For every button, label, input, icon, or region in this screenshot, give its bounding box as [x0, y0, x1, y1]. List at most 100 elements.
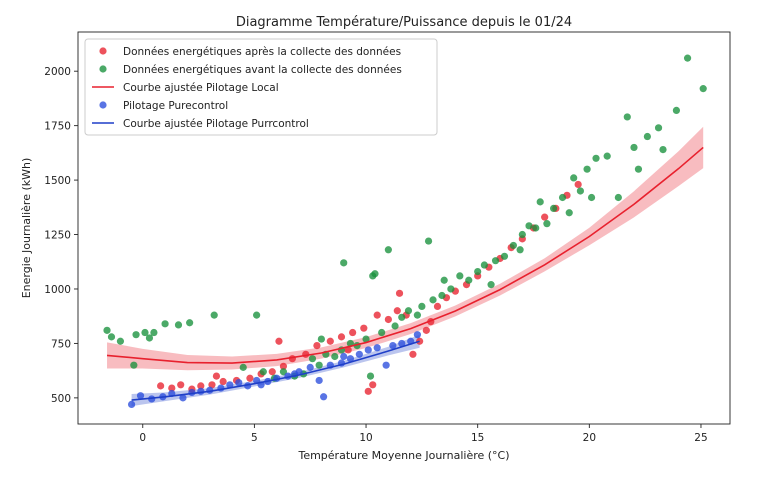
scatter-point [391, 322, 399, 330]
scatter-point [103, 326, 111, 334]
scatter-point [516, 246, 524, 254]
fit-line [106, 146, 704, 364]
scatter-point [340, 259, 348, 267]
scatter-point [157, 382, 165, 390]
scatter-point [491, 257, 500, 265]
y-axis-ticks: 500 750 1000 1250 1500 1750 2000 [44, 66, 78, 405]
scatter-point [308, 355, 317, 363]
scatter-point [317, 335, 325, 343]
plot-frame [77, 31, 731, 425]
scatter-point [313, 342, 321, 350]
scatter-point [440, 276, 448, 284]
scatter-point [630, 143, 638, 152]
scatter-point [161, 320, 169, 328]
scatter-point [550, 204, 558, 212]
scatter-point [456, 272, 464, 280]
legend: Données energétiques après la collecte d… [84, 38, 438, 136]
scatter-point [536, 198, 544, 206]
scatter-point [509, 241, 518, 250]
y-tick-label: 1000 [44, 284, 71, 296]
scatter-point [130, 361, 138, 369]
scatter-point [208, 381, 216, 389]
scatter-point [371, 270, 379, 278]
scatter-point [413, 331, 421, 339]
y-tick-label: 1250 [44, 230, 71, 242]
scatter-point [346, 355, 355, 363]
scatter-point [349, 328, 357, 337]
scatter-point [525, 222, 533, 230]
scatter-point [474, 267, 482, 276]
legend-marker [99, 101, 107, 109]
scatter-point [337, 333, 346, 341]
legend-label: Données energétiques avant la collecte d… [123, 64, 402, 76]
scatter-point [366, 372, 375, 380]
scatter-point [500, 252, 509, 260]
y-axis-title: Energie Journalière (kWh) [20, 158, 33, 299]
scatter-point [315, 376, 323, 385]
scatter-point [518, 230, 526, 239]
scatter-point [145, 334, 154, 342]
scatter-point [395, 289, 404, 297]
scatter-point [259, 368, 267, 376]
scatter-point [226, 381, 234, 389]
legend-label: Pilotage Purecontrol [123, 100, 228, 112]
scatter-point [532, 224, 540, 232]
x-tick-label: 5 [251, 432, 258, 444]
fit-lines [106, 146, 704, 401]
scatter-point [465, 276, 473, 284]
scatter-point [384, 246, 392, 254]
fit-line [131, 340, 420, 401]
scatter-point [210, 311, 218, 319]
y-tick-label: 750 [51, 338, 71, 350]
scatter-point [654, 124, 663, 132]
legend-label: Données energétiques après la collecte d… [123, 46, 401, 58]
scatter-point [382, 361, 390, 369]
scatter-point [672, 106, 681, 114]
x-tick-label: 15 [471, 432, 484, 444]
scatter-point [398, 339, 406, 348]
scatter-point [570, 174, 578, 182]
scatter-point [150, 328, 158, 337]
scatter-point [643, 132, 651, 141]
x-axis-ticks: 0 5 10 15 20 25 [139, 424, 708, 444]
scatter-point [246, 374, 254, 382]
scatter-point [447, 285, 455, 293]
chart-title: Diagramme Température/Puissance depuis l… [236, 15, 572, 30]
y-tick-label: 1500 [44, 175, 71, 187]
scatter-point [384, 315, 392, 324]
scatter-point [326, 337, 334, 345]
scatter-point [197, 382, 205, 390]
scatter-point [565, 209, 573, 217]
scatter-point [404, 307, 413, 315]
scatter-point [438, 291, 446, 300]
scatter-point [683, 54, 692, 62]
scatter-point [168, 384, 176, 392]
y-tick-label: 1750 [44, 121, 71, 133]
scatter-point [369, 381, 377, 389]
scatter-point [253, 311, 261, 319]
scatter-point [422, 326, 430, 334]
scatter-point [487, 281, 495, 289]
scatter-point [699, 85, 707, 93]
scatter-point [279, 368, 288, 376]
legend-box [84, 38, 438, 136]
scatter-point [373, 344, 381, 352]
scatter-point [429, 296, 437, 304]
scatter-point [268, 368, 276, 376]
x-axis-title: Température Moyenne Journalière (°C) [297, 449, 509, 462]
scatter-point [364, 387, 372, 395]
scatter-point [398, 313, 406, 321]
x-tick-label: 10 [359, 432, 372, 444]
scatter-point [433, 302, 442, 310]
scatter-point [315, 361, 323, 369]
scatter-point [279, 362, 288, 370]
scatter-point [623, 113, 631, 121]
scatter-point [592, 154, 600, 162]
y-tick-label: 500 [51, 393, 71, 405]
scatter-point [424, 237, 433, 245]
scatter-point [541, 213, 549, 221]
scatter-point [373, 311, 381, 319]
scatter-point [132, 331, 140, 339]
x-tick-label: 20 [583, 432, 596, 444]
legend-label: Courbe ajustée Pilotage Local [123, 82, 279, 94]
